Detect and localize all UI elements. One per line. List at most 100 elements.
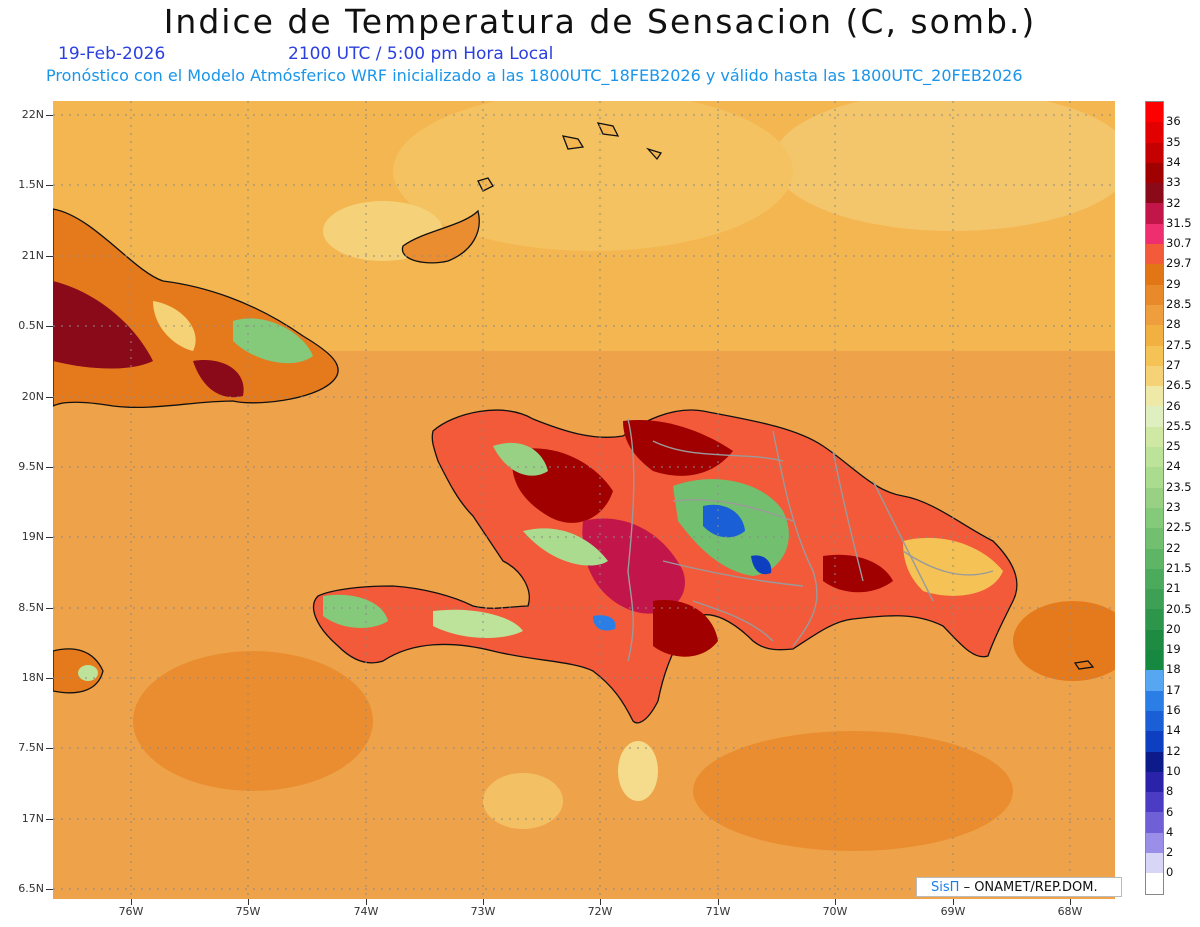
lon-label: 73W: [470, 905, 496, 918]
colorbar-label: 12: [1166, 743, 1181, 758]
lat-label: 17N: [21, 812, 44, 825]
colorbar-label: 4: [1166, 824, 1174, 839]
colorbar-label: 28: [1166, 317, 1181, 332]
forecast-date: 19-Feb-2026: [58, 44, 166, 64]
colorbar-label: 16: [1166, 703, 1181, 717]
forecast-time: 2100 UTC / 5:00 pm Hora Local: [288, 44, 554, 64]
colorbar-segment: [1146, 223, 1163, 245]
haiti-peninsula-blue: [593, 615, 616, 631]
haiti-green-zone: [523, 528, 608, 566]
lat-label: 22N: [21, 108, 44, 121]
cooler-sea-patch: [618, 741, 658, 801]
map-title: Indice de Temperatura de Sensacion (C, s…: [163, 2, 1037, 41]
hispaniola-hot-zone: [653, 600, 718, 657]
lat-tick: [46, 748, 53, 749]
colorbar-label: 21: [1166, 581, 1181, 596]
colorbar-segment: [1146, 406, 1163, 427]
colorbar-segment: [1146, 731, 1163, 752]
lat-tick: [46, 326, 53, 327]
small-island: [561, 135, 585, 150]
colorbar-segment: [1146, 589, 1163, 610]
model-info-subtitle: Pronóstico con el Modelo Atmósferico WRF…: [46, 66, 1023, 85]
colorbar-label: 29: [1166, 276, 1181, 291]
colorbar-label: 35: [1166, 134, 1181, 149]
lon-tick: [483, 899, 484, 905]
warmer-sea-patch: [133, 651, 373, 791]
colorbar-label: 30.7: [1166, 236, 1192, 251]
lon-tick: [835, 899, 836, 905]
lat-tick: [46, 115, 53, 116]
colorbar-label: 10: [1166, 763, 1181, 778]
lon-label: 75W: [235, 905, 261, 918]
colorbar-label: 25: [1166, 439, 1181, 454]
colorbar-label: 27: [1166, 357, 1181, 372]
lat-label: 18N: [21, 671, 44, 684]
colorbar-label: 26.5: [1166, 378, 1192, 393]
lat-tick: [46, 608, 53, 609]
lon-tick: [248, 899, 249, 905]
colorbar-label: 20: [1166, 621, 1181, 636]
lat-tick: [46, 185, 53, 186]
colorbar-label: 2: [1166, 845, 1174, 860]
province-borders: [627, 418, 994, 662]
colorbar-label: 24: [1166, 459, 1181, 474]
colorbar-segment: [1146, 568, 1163, 590]
cordillera-cool-core: [703, 504, 745, 538]
colorbar-segment: [1146, 852, 1163, 874]
colorbar-label: 20.5: [1166, 601, 1192, 616]
colorbar-segment: [1146, 325, 1163, 346]
lat-label: 1.5N: [18, 178, 44, 191]
colorbar-segment: [1146, 426, 1163, 448]
cordillera-cool-core: [751, 555, 772, 575]
lat-label: 21N: [21, 249, 44, 262]
colorbar-segment: [1146, 284, 1163, 305]
colorbar-label: 34: [1166, 154, 1181, 169]
lat-label: 9.5N: [18, 460, 44, 473]
colorbar-segment: [1146, 304, 1163, 326]
hispaniola-hot-zone: [582, 518, 685, 614]
colorbar-segment: [1146, 102, 1163, 123]
small-island: [645, 147, 663, 161]
cooler-sea-patch: [773, 101, 1115, 231]
colorbar-segment: [1146, 690, 1163, 711]
colorbar-segment: [1146, 751, 1163, 772]
colorbar-label: 23: [1166, 500, 1181, 514]
colorbar-segment: [1146, 386, 1163, 407]
lat-tick: [46, 537, 53, 538]
colorbar-segment: [1146, 548, 1163, 569]
warmer-sea-patch: [693, 731, 1013, 851]
colorbar-segment: [1146, 142, 1163, 163]
cuba-hot-zone: [53, 281, 153, 369]
colorbar-segment: [1146, 873, 1163, 894]
lon-tick: [718, 899, 719, 905]
lon-tick: [953, 899, 954, 905]
hispaniola-hot-zone: [623, 420, 733, 476]
colorbar-label: 33: [1166, 175, 1181, 190]
colorbar-label: 29.7: [1166, 256, 1192, 271]
lat-label: 8.5N: [18, 601, 44, 614]
colorbar-segment: [1146, 771, 1163, 793]
sispi-logo-text: SisΠ: [931, 880, 960, 895]
colorbar-segment: [1146, 528, 1163, 549]
colorbar-segment: [1146, 832, 1163, 853]
cooler-sea-patch: [483, 773, 563, 829]
colorbar-segment: [1146, 792, 1163, 813]
colorbar-label: 22.5: [1166, 520, 1192, 535]
haiti-peninsula-green: [323, 594, 388, 628]
warmer-sea-patch: [1013, 601, 1115, 681]
graticule: [53, 101, 1115, 899]
small-island: [596, 122, 620, 137]
colorbar-segment: [1146, 264, 1163, 285]
colorbar-segment: [1146, 609, 1163, 630]
lat-label: 6.5N: [18, 882, 44, 895]
colorbar-label: 22: [1166, 540, 1181, 555]
colorbar-segment: [1146, 812, 1163, 833]
lat-tick: [46, 819, 53, 820]
colorbar-segment: [1146, 345, 1163, 366]
lat-label: 20N: [21, 390, 44, 403]
lon-label: 69W: [940, 905, 966, 918]
colorbar-label: 31.5: [1166, 215, 1192, 230]
colorbar-segment: [1146, 183, 1163, 204]
lon-label: 74W: [353, 905, 379, 918]
colorbar-label: 0: [1166, 865, 1174, 880]
